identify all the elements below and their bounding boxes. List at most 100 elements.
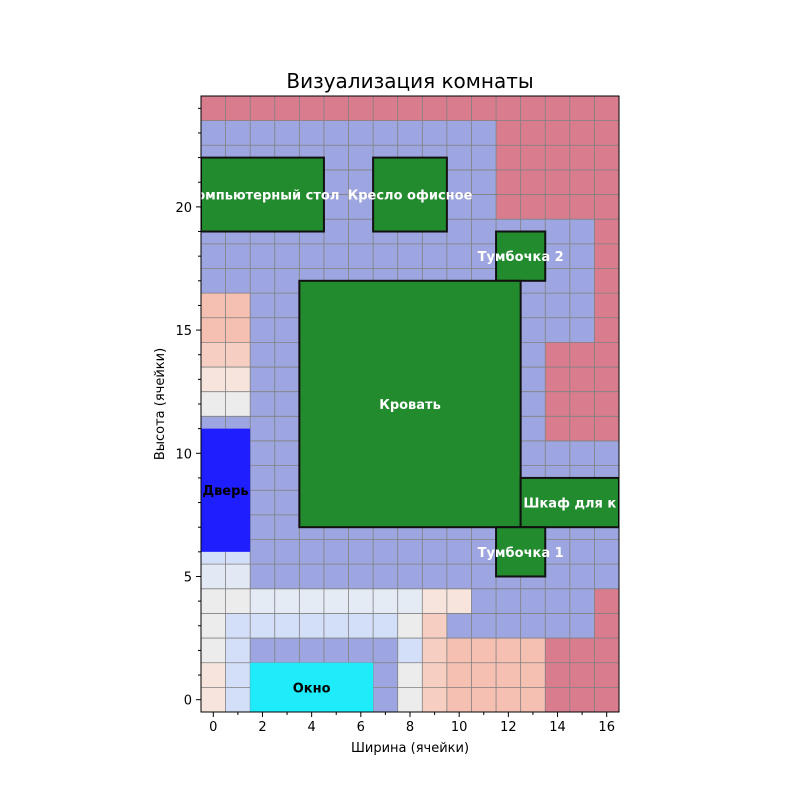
grid-cell: [373, 638, 399, 664]
grid-cell: [569, 317, 595, 343]
grid-cell: [274, 638, 300, 664]
grid-cell: [594, 342, 619, 368]
grid-cell: [201, 96, 226, 122]
grid-cell: [201, 342, 226, 368]
grid-cell: [299, 539, 325, 565]
grid-cell: [373, 687, 399, 712]
grid-cell: [520, 367, 546, 393]
furniture-item: Шкаф для к: [519, 476, 619, 529]
grid-cell: [323, 145, 349, 171]
grid-cell: [274, 564, 300, 590]
grid-cell: [373, 662, 399, 688]
furniture-rect: [519, 476, 619, 529]
grid-cell: [397, 564, 423, 590]
y-tick-label: 10: [175, 447, 192, 462]
grid-cell: [594, 243, 619, 269]
furniture-label: Тумбочка 1: [478, 546, 564, 561]
grid-cell: [569, 613, 595, 639]
grid-cell: [446, 194, 472, 220]
furniture-item: Дверь: [201, 428, 251, 552]
x-tick-label: 4: [308, 720, 316, 735]
grid-cell: [299, 564, 325, 590]
grid-cell: [594, 317, 619, 343]
grid-cell: [496, 194, 522, 220]
grid-cell: [446, 120, 472, 146]
y-tick-label: 5: [184, 570, 192, 585]
grid-cell: [569, 268, 595, 294]
grid-cell: [422, 638, 448, 664]
grid-cell: [250, 317, 276, 343]
furniture-rect: [495, 526, 547, 578]
grid-cell: [397, 613, 423, 639]
grid-cell: [520, 342, 546, 368]
grid-cell: [373, 96, 399, 122]
grid-cell: [594, 416, 619, 442]
grid-cell: [496, 96, 522, 122]
x-tick-label: 10: [451, 720, 468, 735]
grid-cell: [496, 638, 522, 664]
grid-cell: [225, 391, 251, 417]
grid-cell: [250, 465, 276, 491]
grid-cell: [250, 120, 276, 146]
grid-cell: [323, 243, 349, 269]
grid-cell: [594, 169, 619, 195]
grid-cell: [299, 96, 325, 122]
grid-cell: [274, 440, 300, 466]
furniture-layer: Компьютерный стол Кресло офисное Тумбочка …: [201, 156, 619, 712]
grid-cell: [201, 293, 226, 319]
grid-cell: [569, 564, 595, 590]
furniture-item: Окно: [250, 662, 374, 712]
grid-cell: [299, 120, 325, 146]
grid-cell: [323, 96, 349, 122]
grid-cell: [201, 564, 226, 590]
grid-cell: [520, 194, 546, 220]
grid-cell: [274, 268, 300, 294]
grid-cell: [569, 367, 595, 393]
grid-cell: [323, 194, 349, 220]
grid-cell: [569, 96, 595, 122]
grid-cell: [274, 293, 300, 319]
grid-cell: [569, 342, 595, 368]
grid-cell: [225, 638, 251, 664]
grid-cell: [225, 613, 251, 639]
grid-cell: [446, 145, 472, 171]
grid-cell: [250, 440, 276, 466]
grid-cell: [446, 96, 472, 122]
plot-area: Компьютерный стол Кресло офисное Тумбочка …: [200, 95, 620, 713]
grid-cell: [520, 662, 546, 688]
grid-cell: [299, 243, 325, 269]
grid-cell: [250, 96, 276, 122]
grid-cell: [545, 243, 571, 269]
grid-cell: [545, 219, 571, 245]
grid-cell: [225, 342, 251, 368]
grid-cell: [594, 687, 619, 712]
grid-cell: [446, 169, 472, 195]
grid-cell: [471, 194, 497, 220]
x-tick-label: 14: [549, 720, 566, 735]
grid-cell: [250, 613, 276, 639]
grid-cell: [397, 120, 423, 146]
grid-cell: [201, 391, 226, 417]
grid-cell: [201, 588, 226, 614]
grid-cell: [545, 120, 571, 146]
grid-cell: [225, 687, 251, 712]
grid-cell: [274, 465, 300, 491]
grid-cell: [348, 145, 374, 171]
grid-cell: [274, 539, 300, 565]
grid-cell: [594, 194, 619, 220]
grid-cell: [348, 613, 374, 639]
grid-cell: [520, 638, 546, 664]
furniture-item: Кресло офисное: [348, 156, 473, 233]
grid-cell: [471, 219, 497, 245]
grid-cell: [201, 367, 226, 393]
grid-cell: [323, 169, 349, 195]
furniture-label: Кресло офисное: [348, 189, 473, 204]
grid-cell: [201, 638, 226, 664]
grid-cell: [250, 293, 276, 319]
grid-cell: [569, 440, 595, 466]
grid-cell: [422, 539, 448, 565]
x-axis-label: Ширина (ячейки): [351, 741, 469, 756]
grid-cell: [422, 588, 448, 614]
grid-cell: [225, 662, 251, 688]
grid-cell: [250, 564, 276, 590]
